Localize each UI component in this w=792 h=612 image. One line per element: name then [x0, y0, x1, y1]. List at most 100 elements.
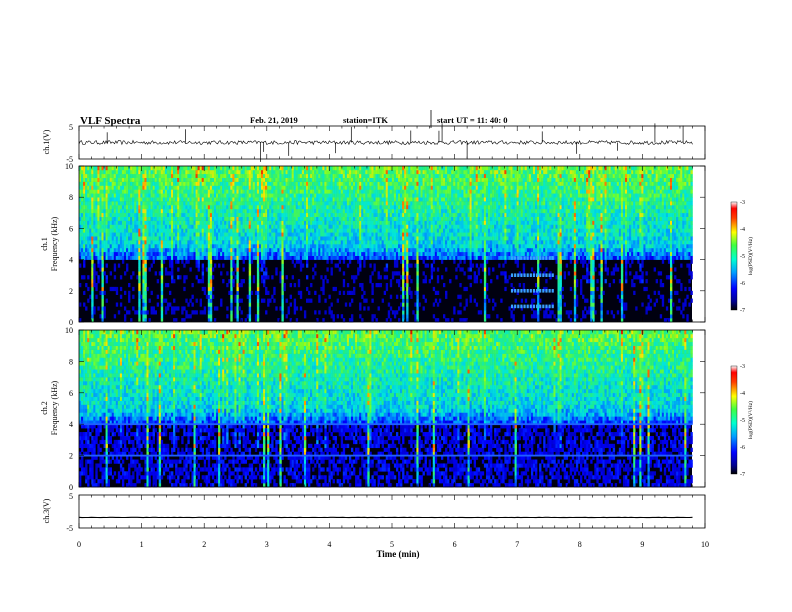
spectrogram-cell — [142, 251, 145, 256]
spectrogram-cell — [305, 208, 309, 214]
spectrogram-cell — [179, 216, 182, 221]
spectrogram-cell — [369, 232, 372, 237]
spectrogram-cell — [205, 208, 209, 214]
spectrogram-cell — [340, 189, 344, 194]
spectrogram-cell — [173, 205, 176, 210]
spectrogram-cell — [353, 189, 356, 194]
spectrogram-cell — [373, 267, 376, 272]
spectrogram-cell — [107, 197, 110, 202]
spectrogram-cell — [258, 228, 262, 233]
spectrogram-cell — [301, 185, 305, 190]
spectrogram-cell — [252, 193, 256, 198]
spectrogram-cell — [162, 259, 166, 264]
spectrogram-cell — [132, 173, 135, 178]
spectrogram-cell — [168, 263, 172, 268]
spectrogram-cell — [400, 286, 403, 292]
spectrogram-cell — [132, 216, 135, 221]
spectrogram-cell — [193, 185, 196, 190]
spectrogram-cell — [385, 216, 389, 221]
spectrogram-cell — [402, 193, 405, 198]
spectrogram-cell — [293, 228, 297, 233]
spectrogram-cell — [391, 224, 395, 229]
spectrogram-cell — [97, 216, 100, 221]
spectrogram-cell — [232, 240, 235, 245]
spectrogram-cell — [283, 166, 286, 171]
spectrogram-cell — [256, 236, 260, 241]
spectrogram-cell — [85, 224, 88, 229]
spectrogram-cell — [350, 185, 354, 190]
spectrogram-cell — [334, 247, 337, 253]
spectrogram-cell — [346, 290, 350, 295]
spectrogram-cell — [222, 181, 225, 186]
spectrogram-cell — [371, 244, 374, 249]
spectrogram-cell — [416, 197, 419, 202]
spectrogram-cell — [242, 166, 245, 171]
spectrogram-cell — [234, 220, 237, 225]
spectrogram-cell — [228, 279, 231, 284]
spectrogram-cell — [338, 216, 342, 221]
spectrogram-cell — [308, 173, 311, 178]
spectrogram-cell — [213, 193, 217, 198]
spectrogram-cell — [207, 259, 211, 264]
spectrogram-cell — [310, 166, 313, 171]
spectrogram-cell — [279, 244, 282, 249]
spectrogram-cell — [312, 185, 315, 190]
spectrogram-cell — [361, 247, 364, 253]
spectrogram-cell — [140, 224, 143, 229]
spectrogram-cell — [230, 310, 233, 315]
spectrogram-cell — [353, 232, 356, 237]
spectrogram-cell — [316, 220, 319, 225]
spectrogram-cell — [144, 185, 147, 190]
spectrogram-cell — [177, 216, 180, 221]
spectrogram-cell — [142, 240, 145, 245]
spectrogram-cell — [97, 247, 100, 253]
spectrogram-cell — [126, 216, 129, 221]
spectrogram-cell — [416, 193, 419, 198]
spectrogram-cell — [375, 255, 378, 260]
spectrogram-cell — [426, 236, 429, 241]
spectrogram-cell — [269, 232, 272, 237]
spectrogram-cell — [379, 169, 382, 175]
spectrogram-cell — [324, 244, 327, 249]
spectrogram-cell — [216, 224, 219, 229]
spectrogram-cell — [265, 169, 268, 175]
spectrogram-cell — [97, 220, 100, 225]
spectrogram-cell — [265, 197, 268, 202]
spectrogram-cell — [154, 220, 157, 225]
spectrogram-cell — [395, 263, 399, 268]
spectrogram-cell — [89, 240, 92, 245]
spectrogram-cell — [248, 185, 252, 190]
spectrogram-cell — [218, 244, 221, 249]
spectrogram-cell — [277, 216, 280, 221]
spectrogram-cell — [389, 197, 393, 202]
spectrogram-cell — [263, 247, 266, 253]
spectrogram-cell — [101, 208, 104, 214]
spectrogram-cell — [316, 181, 319, 186]
spectrogram-cell — [130, 232, 133, 237]
spectrogram-cell — [230, 247, 233, 253]
spectrogram-cell — [197, 255, 200, 260]
spectrogram-cell — [97, 263, 100, 268]
spectrogram-cell — [226, 220, 229, 225]
spectrogram-cell — [240, 208, 243, 214]
spectrogram-cell — [316, 251, 319, 256]
spectrogram-cell — [402, 271, 405, 276]
spectrogram-cell — [269, 224, 272, 229]
spectrogram-cell — [195, 166, 198, 171]
spectrogram-cell — [83, 193, 86, 198]
spectrogram-cell — [123, 189, 127, 194]
spectrogram-cell — [346, 177, 350, 182]
spectrogram-cell — [299, 232, 303, 237]
spectrogram-cell — [203, 224, 207, 229]
spectrogram-cell — [209, 224, 213, 229]
spectrogram-cell — [322, 228, 325, 233]
spectrogram-cell — [220, 177, 223, 182]
spectrogram-cell — [99, 267, 102, 272]
spectrogram-cell — [93, 255, 96, 260]
spectrogram-cell — [97, 166, 100, 171]
spectrogram-cell — [236, 240, 239, 245]
spectrogram-cell — [152, 189, 155, 194]
spectrogram-cell — [318, 193, 321, 198]
spectrogram-cell — [254, 318, 258, 323]
spectrogram-cell — [371, 169, 374, 175]
